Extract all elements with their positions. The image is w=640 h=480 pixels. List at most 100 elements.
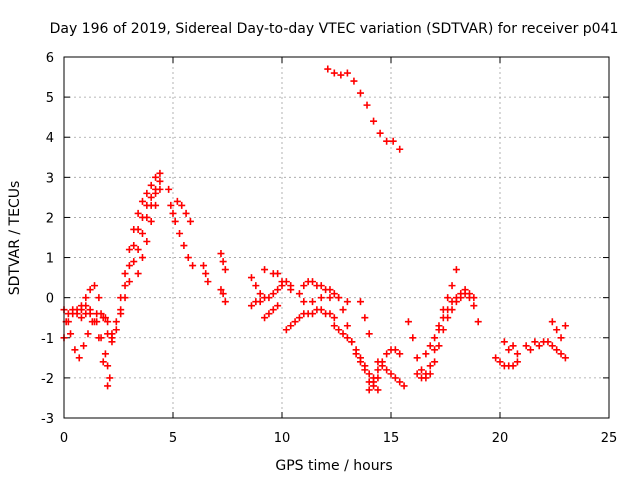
- data-point: [86, 286, 94, 294]
- chart-title: Day 196 of 2019, Sidereal Day-to-day VTE…: [50, 21, 619, 37]
- series-arc-19: [261, 266, 282, 278]
- data-point: [326, 310, 334, 318]
- data-point: [77, 314, 85, 322]
- data-point: [448, 282, 456, 290]
- data-point: [343, 298, 351, 306]
- data-point: [274, 286, 282, 294]
- data-point: [370, 117, 378, 125]
- data-point: [444, 294, 452, 302]
- data-point: [348, 338, 356, 346]
- data-point: [169, 209, 177, 217]
- x-tick-label: 25: [601, 431, 618, 446]
- data-point: [492, 354, 500, 362]
- data-point: [531, 338, 539, 346]
- series-arc-12: [176, 229, 197, 270]
- axis-ticks: 0 5 10 15 20 25 -3 -2 -1 0 1 2 3 4 5 6: [41, 51, 617, 446]
- series-arc-26: [374, 358, 408, 390]
- data-point: [363, 101, 371, 109]
- data-point: [343, 69, 351, 77]
- data-point: [431, 358, 439, 366]
- data-point: [557, 334, 565, 342]
- series-arc-7: [112, 177, 164, 334]
- data-points: [60, 65, 569, 394]
- y-tick-label: -2: [41, 372, 54, 387]
- data-point: [383, 366, 391, 374]
- series-arc-15: [217, 286, 229, 306]
- data-point: [138, 254, 146, 262]
- data-point: [104, 362, 112, 370]
- data-point: [64, 310, 72, 318]
- data-point: [80, 342, 88, 350]
- data-point: [474, 318, 482, 326]
- data-point: [548, 318, 556, 326]
- data-point: [82, 294, 90, 302]
- data-point: [138, 197, 146, 205]
- data-point: [167, 201, 175, 209]
- data-point: [269, 270, 277, 278]
- data-point: [330, 290, 338, 298]
- data-point: [143, 238, 151, 246]
- series-arc-9: [134, 185, 164, 278]
- data-point: [143, 213, 151, 221]
- data-point: [535, 342, 543, 350]
- data-point: [350, 77, 358, 85]
- x-tick-label: 10: [274, 431, 291, 446]
- data-point: [435, 342, 443, 350]
- series-arc-27: [356, 298, 373, 338]
- series-arc-30: [413, 290, 482, 382]
- series-arc-5: [93, 318, 114, 382]
- data-point: [134, 270, 142, 278]
- data-point: [269, 290, 277, 298]
- data-point: [317, 306, 325, 314]
- series-arc-23: [300, 294, 351, 306]
- x-tick-label: 5: [169, 431, 177, 446]
- data-point: [422, 374, 430, 382]
- x-axis-label: GPS time / hours: [275, 458, 392, 474]
- plot-frame: [63, 56, 610, 419]
- data-point: [339, 330, 347, 338]
- series-arc-21: [282, 306, 338, 334]
- data-point: [309, 278, 317, 286]
- data-point: [125, 262, 133, 270]
- data-point: [374, 366, 382, 374]
- data-point: [269, 306, 277, 314]
- series-arc-16: [247, 274, 295, 302]
- data-point: [217, 250, 225, 258]
- data-point: [544, 338, 552, 346]
- data-point: [431, 334, 439, 342]
- series-arc-20: [269, 270, 295, 294]
- data-point: [505, 346, 513, 354]
- data-point: [86, 310, 94, 318]
- data-point: [343, 322, 351, 330]
- data-point: [125, 246, 133, 254]
- data-point: [444, 306, 452, 314]
- data-point: [75, 354, 83, 362]
- data-point: [330, 322, 338, 330]
- data-point: [400, 382, 408, 390]
- data-point: [121, 282, 129, 290]
- data-point: [548, 342, 556, 350]
- data-point: [527, 346, 535, 354]
- data-point: [112, 326, 120, 334]
- data-point: [112, 318, 120, 326]
- data-point: [370, 374, 378, 382]
- data-point: [221, 298, 229, 306]
- data-point: [413, 354, 421, 362]
- data-point: [300, 282, 308, 290]
- data-point: [413, 370, 421, 378]
- data-point: [396, 378, 404, 386]
- series-arc-10: [165, 185, 179, 225]
- data-point: [356, 298, 364, 306]
- series-arc-17: [247, 298, 264, 310]
- grid-lines: [64, 57, 609, 418]
- data-point: [156, 185, 164, 193]
- y-tick-label: 4: [46, 131, 54, 146]
- data-point: [426, 362, 434, 370]
- data-point: [71, 346, 79, 354]
- data-point: [176, 229, 184, 237]
- data-point: [106, 374, 114, 382]
- data-point: [426, 342, 434, 350]
- data-point: [189, 262, 197, 270]
- data-point: [439, 314, 447, 322]
